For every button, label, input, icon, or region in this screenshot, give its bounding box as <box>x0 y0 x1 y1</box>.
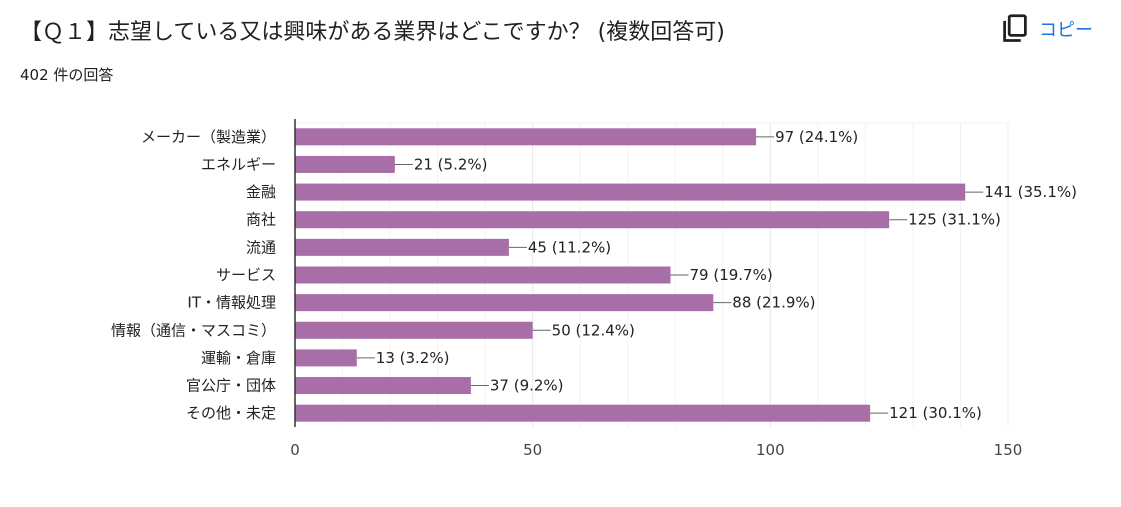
x-tick-label: 100 <box>756 441 785 459</box>
bar <box>295 238 509 256</box>
data-label: 37 (9.2%) <box>490 377 564 395</box>
data-label: 79 (19.7%) <box>690 266 773 284</box>
x-tick-label: 150 <box>994 441 1023 459</box>
category-label: 情報（通信・マスコミ） <box>111 321 276 339</box>
data-label: 13 (3.2%) <box>376 349 450 367</box>
response-count: 402 件の回答 <box>20 66 114 84</box>
data-label: 121 (30.1%) <box>889 404 982 422</box>
bar <box>295 183 966 201</box>
x-tick-label: 50 <box>523 441 542 459</box>
category-label: IT・情報処理 <box>187 294 276 312</box>
category-label: サービス <box>216 266 276 284</box>
category-label: メーカー（製造業） <box>141 128 276 146</box>
category-label: 金融 <box>246 183 276 201</box>
copy-icon <box>1003 14 1027 42</box>
data-label: 45 (11.2%) <box>528 238 611 256</box>
bar <box>295 211 890 229</box>
data-label: 21 (5.2%) <box>414 155 488 173</box>
data-label: 141 (35.1%) <box>984 183 1077 201</box>
category-label: その他・未定 <box>186 404 276 422</box>
data-label: 97 (24.1%) <box>775 128 858 146</box>
category-label: エネルギー <box>201 155 276 173</box>
data-label: 125 (31.1%) <box>908 211 1001 229</box>
question-title: 【Ｑ１】志望している又は興味がある業界はどこですか？ (複数回答可) <box>20 20 725 45</box>
data-label: 88 (21.9%) <box>732 294 815 312</box>
bar <box>295 128 757 146</box>
bar <box>295 404 871 422</box>
bar-chart: 97 (24.1%) 21 (5.2%) 141 (35.1%) 125 (31.1%… <box>111 119 1077 459</box>
bar <box>295 266 671 284</box>
chart-gridlines <box>295 122 1009 427</box>
bar <box>295 294 714 312</box>
x-tick-label: 0 <box>290 441 300 459</box>
bar <box>295 155 395 173</box>
bar <box>295 349 357 367</box>
category-label: 官公庁・団体 <box>186 377 276 395</box>
category-label: 運輸・倉庫 <box>201 349 276 367</box>
copy-button[interactable]: コピー <box>1001 14 1093 44</box>
chart-bars: 97 (24.1%) 21 (5.2%) 141 (35.1%) 125 (31.1%… <box>295 128 1077 422</box>
category-label: 商社 <box>246 211 276 229</box>
data-label: 50 (12.4%) <box>552 321 635 339</box>
bar <box>295 377 471 395</box>
copy-label: コピー <box>1039 20 1093 41</box>
bar <box>295 321 533 339</box>
category-label: 流通 <box>246 238 276 256</box>
